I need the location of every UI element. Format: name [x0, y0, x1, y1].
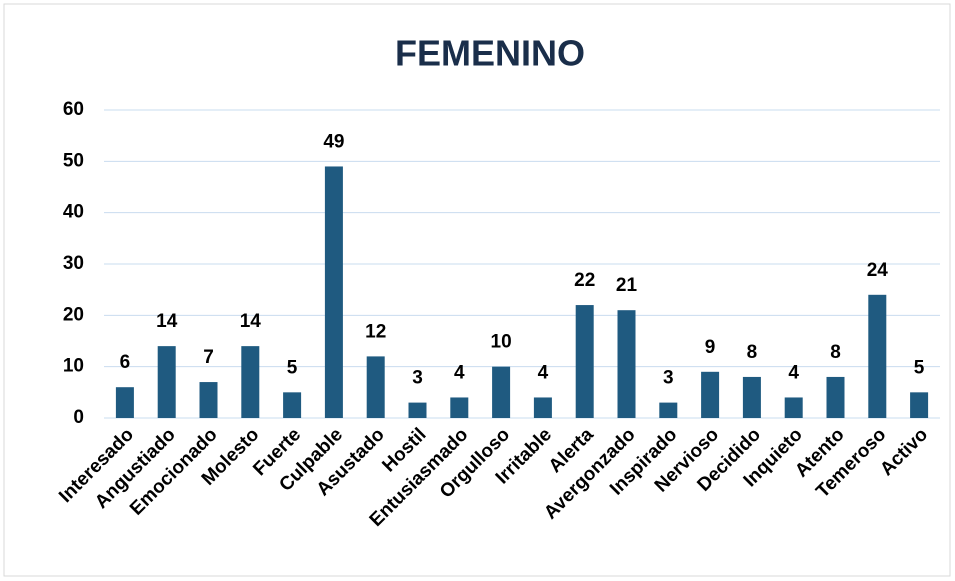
data-label: 14 [156, 311, 178, 332]
data-label: 5 [914, 357, 925, 378]
data-label: 22 [574, 270, 595, 291]
bar [701, 371, 720, 418]
data-label: 12 [365, 321, 386, 342]
data-label: 49 [323, 131, 344, 152]
bar [575, 305, 594, 418]
bar [199, 382, 218, 418]
y-tick-label: 20 [63, 304, 84, 325]
y-tick-label: 10 [63, 356, 84, 377]
bar [784, 397, 803, 418]
bar [659, 402, 678, 418]
data-label: 8 [747, 342, 758, 363]
data-label: 7 [203, 347, 214, 368]
bar [617, 310, 636, 418]
bar [868, 294, 887, 418]
data-label: 10 [491, 332, 512, 353]
data-label: 24 [867, 260, 889, 281]
y-tick-label: 40 [63, 202, 84, 223]
y-tick-label: 50 [63, 150, 84, 171]
data-label: 4 [454, 362, 465, 383]
bar [283, 392, 302, 418]
bar [742, 376, 761, 418]
bar [241, 346, 260, 418]
data-label: 4 [538, 362, 549, 383]
chart-border [3, 3, 951, 577]
data-label: 8 [830, 342, 841, 363]
data-label: 4 [788, 362, 799, 383]
data-label: 9 [705, 337, 716, 358]
data-label: 5 [287, 357, 298, 378]
data-label: 21 [616, 275, 638, 296]
bar [533, 397, 552, 418]
data-label: 14 [240, 311, 262, 332]
bar [157, 346, 176, 418]
bar [910, 392, 929, 418]
data-label: 3 [412, 368, 423, 389]
chart-title: FEMENINO [395, 33, 585, 74]
bar [366, 356, 385, 418]
bar [115, 387, 134, 418]
data-label: 6 [120, 352, 131, 373]
bar [408, 402, 427, 418]
y-tick-label: 0 [73, 407, 84, 428]
y-tick-label: 30 [63, 253, 84, 274]
bar [324, 166, 343, 418]
data-label: 3 [663, 368, 674, 389]
bar [492, 366, 511, 418]
bar [826, 376, 845, 418]
bar [450, 397, 469, 418]
y-tick-label: 60 [63, 99, 84, 120]
